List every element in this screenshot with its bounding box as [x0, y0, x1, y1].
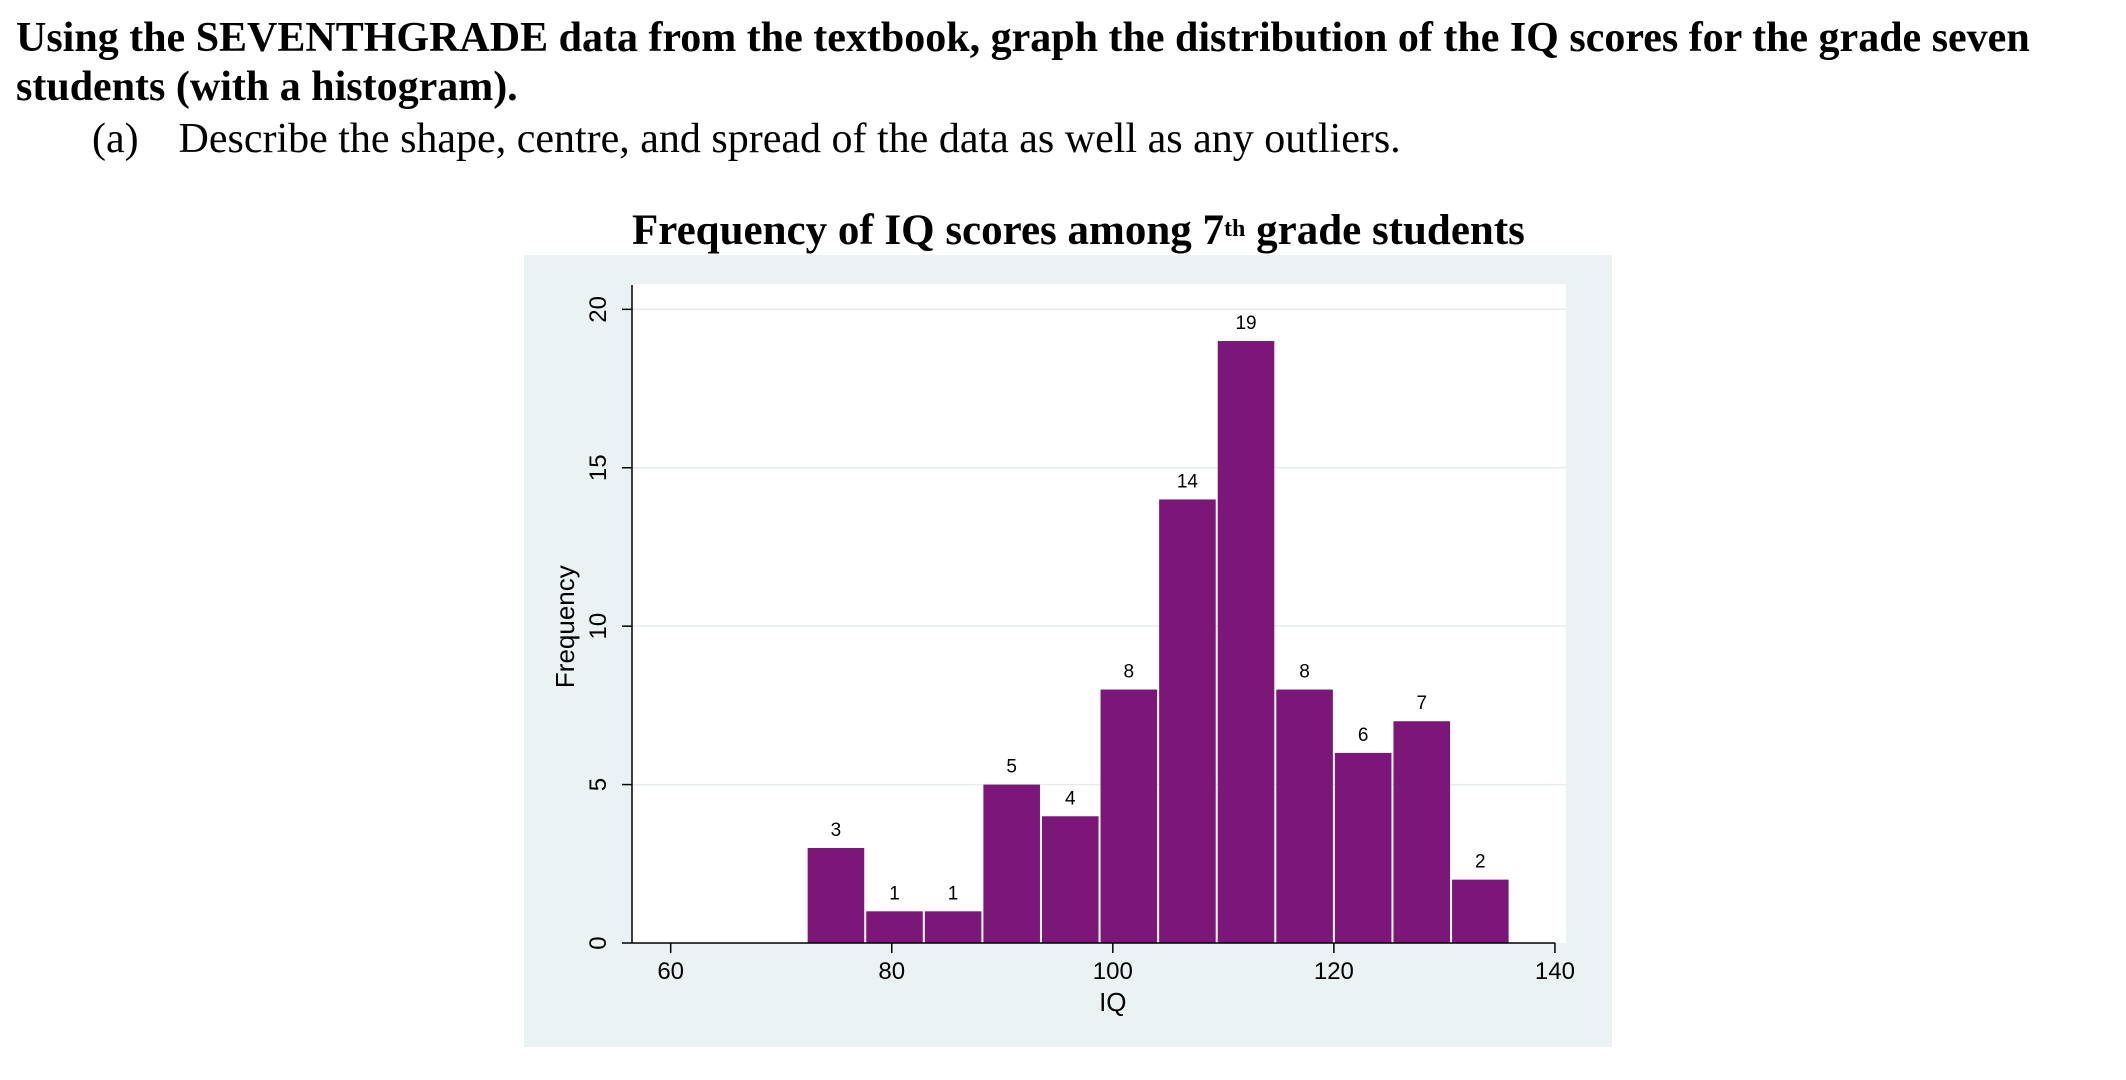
y-tick-label: 5 [585, 778, 612, 791]
sub-question-label: (a) [92, 116, 139, 162]
histogram-bar [1393, 721, 1451, 943]
y-axis-title: Frequency [550, 565, 580, 688]
x-tick-label: 140 [1535, 958, 1575, 985]
y-tick-label: 0 [585, 936, 612, 949]
histogram-bar [866, 911, 923, 943]
x-tick-label: 60 [657, 958, 684, 985]
chart-title: Frequency of IQ scores among 7th grade s… [632, 205, 1525, 257]
bar-value-label: 14 [1177, 471, 1199, 492]
histogram-bar [1452, 879, 1509, 943]
question-text: Using the SEVENTHGRADE data from the tex… [16, 15, 2030, 110]
bar-value-label: 6 [1358, 725, 1369, 746]
bar-value-label: 1 [948, 883, 959, 904]
x-axis-title: IQ [1099, 987, 1126, 1017]
bar-value-label: 7 [1416, 693, 1427, 714]
chart-frame: 3 1 1 5 4 8 14 19 8 6 7 2 0 5 10 15 20 60 80 100 120 140 IQ Fre… [524, 255, 1612, 1047]
bar-value-label: 8 [1299, 662, 1310, 683]
histogram-bar [1334, 752, 1392, 943]
x-tick-label: 120 [1314, 958, 1354, 985]
histogram-bar [1041, 816, 1099, 943]
sub-question-text: Describe the shape, centre, and spread o… [178, 116, 1401, 162]
histogram-bar [1100, 689, 1158, 943]
y-tick-label: 10 [585, 613, 612, 640]
sub-question: (a) Describe the shape, centre, and spre… [92, 113, 1401, 165]
bar-value-label: 19 [1235, 313, 1256, 334]
histogram-bar [1276, 689, 1333, 943]
chart-title-superscript: th [1224, 216, 1246, 242]
histogram-bar [1217, 341, 1275, 944]
histogram-bar [807, 847, 865, 943]
chart-title-rest: grade students [1245, 207, 1525, 254]
bar-value-label: 2 [1475, 852, 1486, 873]
bar-value-label: 8 [1124, 662, 1135, 683]
y-tick-label: 15 [585, 454, 612, 481]
bar-value-label: 5 [1006, 757, 1017, 778]
chart-title-main: Frequency of IQ scores among 7 [632, 207, 1225, 254]
histogram-bar [924, 911, 982, 943]
x-tick-label: 80 [878, 958, 905, 985]
bar-value-label: 3 [831, 820, 842, 841]
bar-value-label: 4 [1065, 788, 1076, 809]
y-tick-label: 20 [585, 296, 612, 323]
x-tick-label: 100 [1093, 958, 1133, 985]
bar-value-label: 1 [889, 883, 900, 904]
histogram-bar [983, 784, 1040, 943]
histogram-bar [1159, 499, 1216, 943]
